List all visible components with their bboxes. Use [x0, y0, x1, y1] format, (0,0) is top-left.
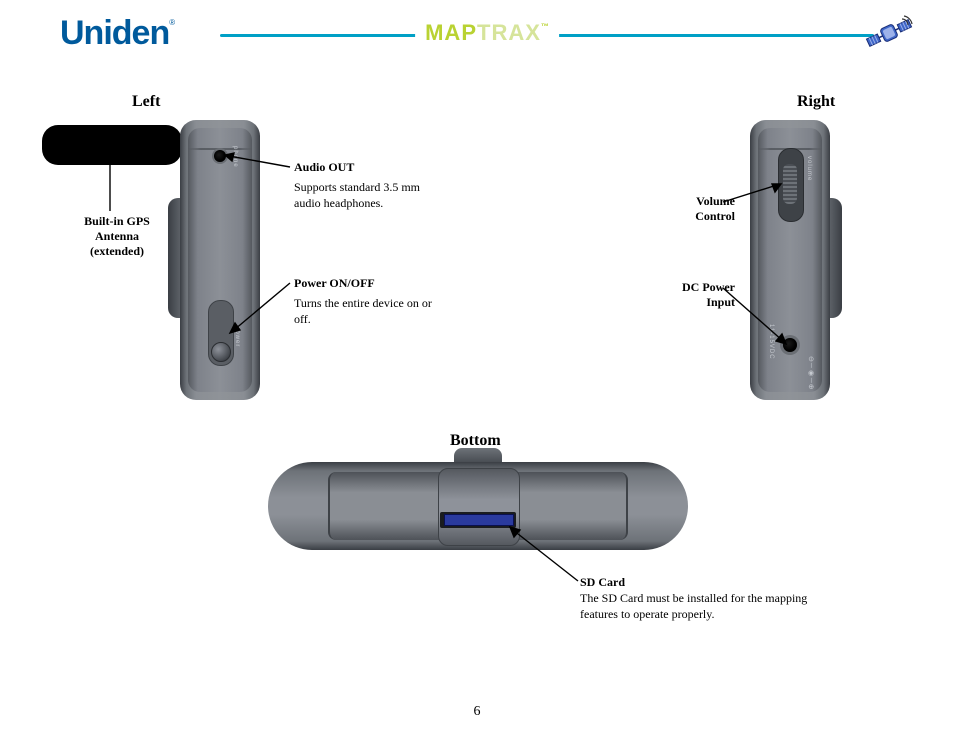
product-bold: MAP	[425, 20, 477, 45]
volume-label: volume	[806, 156, 812, 181]
volume-wheel	[783, 164, 797, 204]
power-label: power	[234, 326, 240, 347]
callout-dc-l2: Input	[650, 295, 735, 310]
callout-power-title: Power ON/OFF	[294, 276, 444, 291]
polarity-icon: ⊖─◉─⊕	[806, 356, 814, 391]
audio-out-jack	[214, 150, 226, 162]
callout-sd: SD Card The SD Card must be installed fo…	[580, 575, 830, 622]
callout-dc-l1: DC Power	[650, 280, 735, 295]
product-logo: MAPTRAX™	[415, 20, 559, 46]
product-tm: ™	[541, 22, 549, 31]
callout-sd-title: SD Card	[580, 575, 830, 590]
callout-volume-l1: Volume	[665, 194, 735, 209]
dc-power-jack	[783, 338, 797, 352]
brand-logo: Uniden®	[60, 14, 174, 53]
product-light: TRAX	[477, 20, 541, 45]
callout-dc: DC Power Input	[650, 280, 735, 310]
power-button	[211, 342, 231, 362]
callout-volume: Volume Control	[665, 194, 735, 224]
callout-power-desc: Turns the entire device on or off.	[294, 295, 444, 327]
callout-antenna-l2: Antenna	[62, 229, 172, 244]
section-title-right: Right	[797, 93, 835, 111]
brand-text: Uniden	[60, 14, 169, 52]
callout-antenna: Built-in GPS Antenna (extended)	[62, 214, 172, 259]
callout-antenna-l1: Built-in GPS	[62, 214, 172, 229]
callout-antenna-l3: (extended)	[62, 244, 172, 259]
gps-antenna	[42, 125, 182, 165]
section-title-left: Left	[132, 93, 160, 111]
bottom-center	[438, 468, 520, 546]
sd-card	[444, 514, 514, 526]
callout-volume-l2: Control	[665, 209, 735, 224]
device-bottom-view	[268, 462, 688, 550]
device-left-view: phone power	[180, 120, 260, 400]
callout-audio: Audio OUT Supports standard 3.5 mm audio…	[294, 160, 444, 211]
device-right-view: volume 11-15VDC ⊖─◉─⊕	[750, 120, 830, 400]
satellite-icon	[864, 12, 914, 54]
brand-registered: ®	[169, 18, 174, 27]
callout-sd-desc: The SD Card must be installed for the ma…	[580, 590, 830, 622]
callout-audio-desc: Supports standard 3.5 mm audio headphone…	[294, 179, 444, 211]
page-header: Uniden® MAPTRAX™	[60, 18, 914, 58]
audio-label: phone	[232, 146, 238, 168]
page-number: 6	[474, 704, 481, 720]
callout-power: Power ON/OFF Turns the entire device on …	[294, 276, 444, 327]
callout-audio-title: Audio OUT	[294, 160, 444, 175]
dc-label: 11-15VDC	[768, 324, 774, 360]
